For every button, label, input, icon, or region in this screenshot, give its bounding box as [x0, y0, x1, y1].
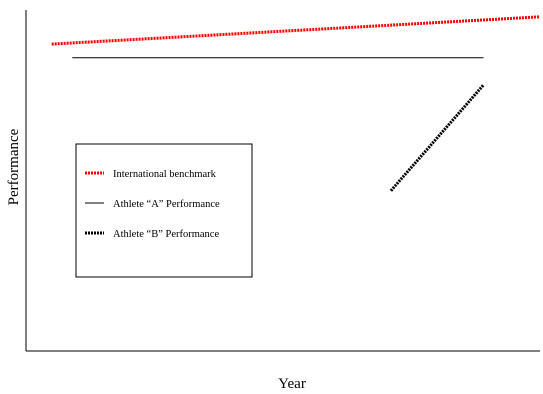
legend: International benchmark Athlete “A” Perf…	[75, 143, 253, 278]
series-line-3	[389, 84, 485, 192]
plot-area	[25, 10, 541, 352]
legend-label: Athlete “A” Performance	[113, 199, 220, 210]
x-axis-title: Year	[278, 376, 306, 392]
legend-label: Athlete “B” Performance	[113, 229, 219, 240]
legend-item: Athlete “A” Performance	[85, 199, 220, 210]
legend-label: International benchmark	[113, 169, 217, 180]
series-layer	[51, 15, 541, 192]
legend-box	[75, 143, 253, 278]
y-axis-title: Performance	[6, 128, 22, 205]
series-line-1	[51, 15, 541, 46]
legend-item: Athlete “B” Performance	[85, 229, 219, 240]
legend-item: International benchmark	[85, 169, 217, 180]
